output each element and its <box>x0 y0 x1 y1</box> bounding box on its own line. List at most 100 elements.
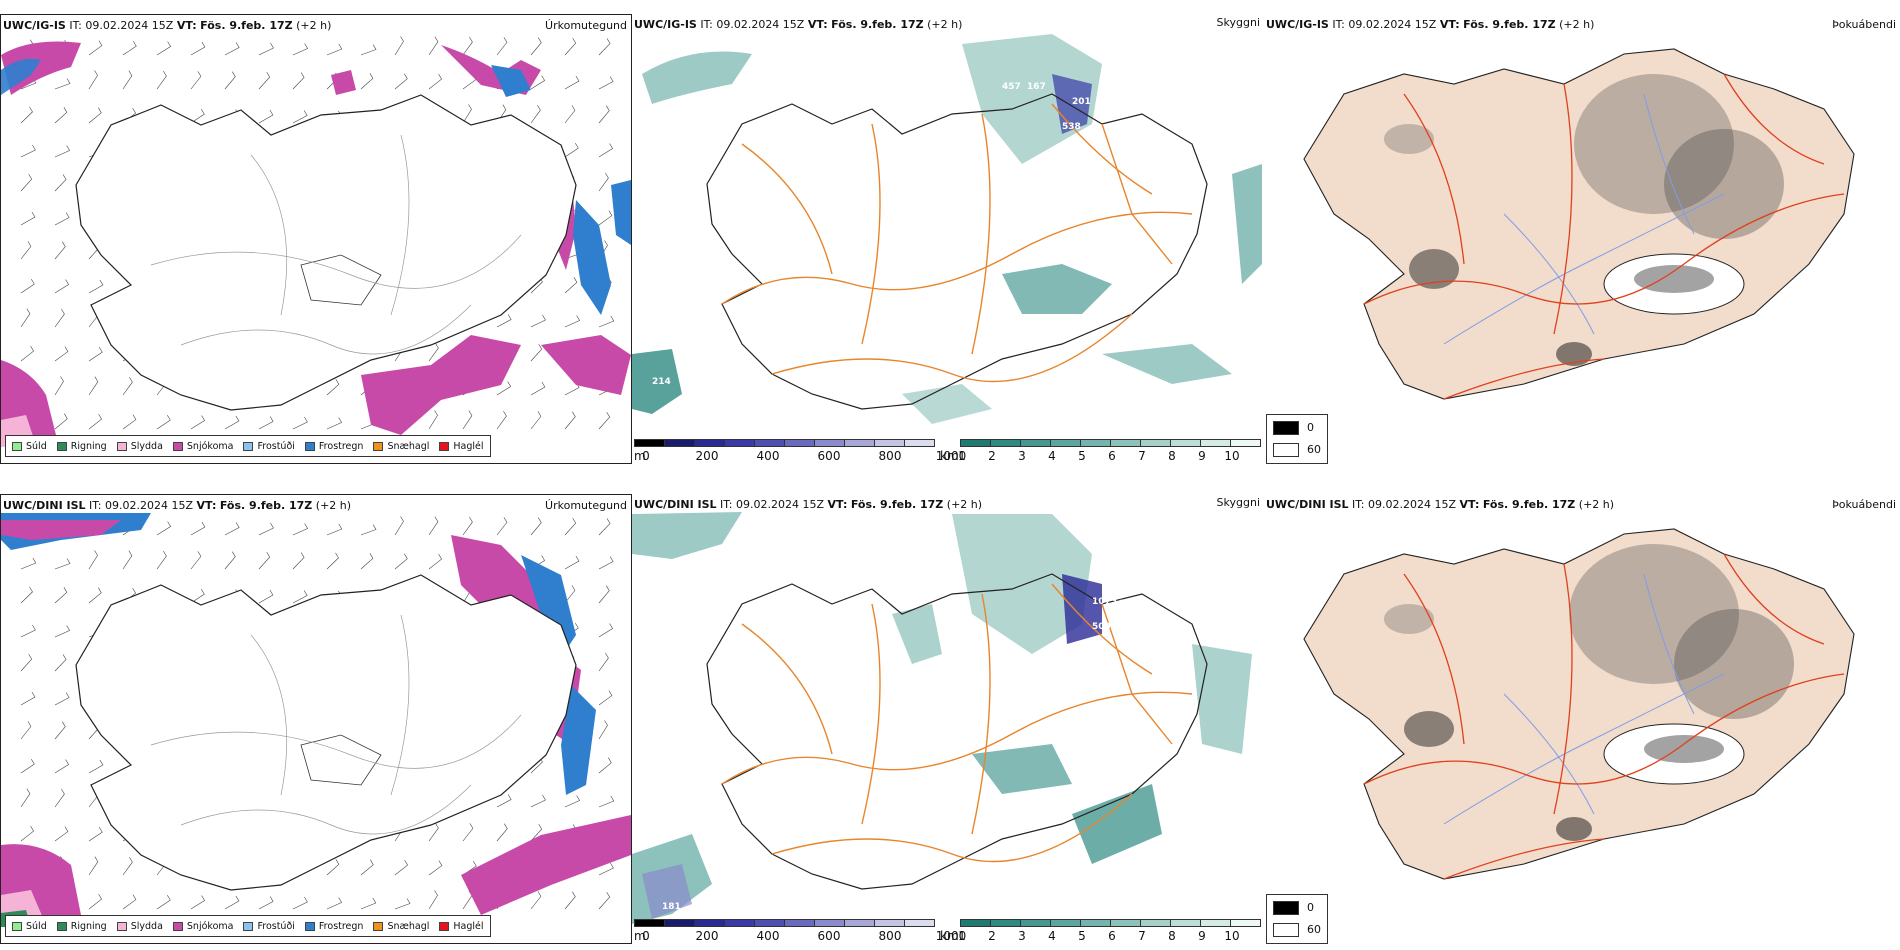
wind-barb <box>190 588 205 604</box>
wind-barb <box>598 411 611 430</box>
wind-barb <box>88 107 102 124</box>
colorbar-tick-label: 0 <box>642 929 650 943</box>
wind-barb <box>360 44 377 56</box>
wind-barb <box>598 105 610 124</box>
wind-barb <box>292 552 305 570</box>
wind-barb <box>564 891 576 910</box>
legend-item: Haglél <box>439 920 484 932</box>
wind-barb <box>20 144 36 158</box>
fog-legend: 0 60 <box>1266 894 1328 944</box>
iceland-land <box>1303 528 1855 880</box>
visibility-value-label: 107 <box>1092 597 1111 607</box>
legend-label: Haglél <box>453 920 484 932</box>
wind-barb <box>564 795 581 808</box>
colorbar-tick-label: 8 <box>1168 929 1176 943</box>
visibility-value-label: 457 <box>1002 82 1021 92</box>
wind-barb <box>20 825 34 842</box>
wind-barb <box>530 823 543 842</box>
wind-barb <box>496 314 512 328</box>
wind-barb <box>428 73 442 90</box>
wind-barb <box>292 72 305 90</box>
wind-barb <box>326 43 343 56</box>
wind-barb <box>224 522 240 536</box>
wind-barb <box>54 654 67 672</box>
colorbar-tick-label: 7 <box>1138 449 1146 463</box>
wind-barb <box>20 106 33 124</box>
legend-swatch <box>172 921 183 931</box>
wind-barb <box>190 71 202 90</box>
wind-barb <box>88 346 103 362</box>
precip-type-legend: Súld Rigning Slydda Snjókoma Frostúði Frostre… <box>5 915 491 937</box>
colorbar-segment <box>634 919 665 927</box>
colorbar-segment <box>1080 439 1111 447</box>
colorbar-tick-label: 600 <box>817 929 841 943</box>
wind-barb <box>190 895 206 910</box>
wind-barb <box>190 415 206 430</box>
fog-panel-row1: UWC/IG-IS IT: 09.02.2024 15Z VT: Fös. 9.… <box>1264 14 1900 464</box>
wind-barb <box>394 898 411 910</box>
wind-barb <box>530 794 546 808</box>
wind-barb <box>20 557 37 570</box>
wind-barb <box>564 142 579 158</box>
panel-header: UWC/DINI ISL IT: 09.02.2024 15Z VT: Fös.… <box>3 499 352 512</box>
legend-swatch <box>172 441 183 451</box>
wind-barb <box>360 73 374 90</box>
visibility-panel-row1: UWC/IG-IS IT: 09.02.2024 15Z VT: Fös. 9.… <box>632 14 1264 464</box>
wind-barb <box>598 315 615 328</box>
wind-barb <box>190 551 202 570</box>
fog-legend-label-0: 0 <box>1307 901 1314 914</box>
wind-barb <box>496 823 508 842</box>
visibility-value-label: 214 <box>652 377 671 387</box>
colorbar-segment <box>990 919 1021 927</box>
wind-barb <box>54 346 69 362</box>
wind-barb <box>20 211 36 226</box>
wind-barb <box>258 896 274 910</box>
wind-barb <box>360 524 377 536</box>
colorbar-tick-label: 4 <box>1048 449 1056 463</box>
wind-barb <box>122 70 133 90</box>
wind-barb <box>564 277 578 294</box>
wind-barb <box>88 413 102 430</box>
precip-map <box>1 36 631 447</box>
wind-barb <box>88 587 102 604</box>
colorbar-segment <box>724 919 755 927</box>
precip-type-legend: Súld Rigning Slydda Snjókoma Frostúði Frostre… <box>5 435 491 457</box>
wind-barb <box>156 521 172 536</box>
colorbar-segment <box>694 439 725 447</box>
wind-barb <box>564 517 577 536</box>
visibility-title: Skyggni <box>1216 16 1260 29</box>
wind-barb <box>530 314 546 328</box>
wind-barb <box>20 788 31 808</box>
legend-swatch <box>12 921 22 931</box>
colorbar-segment <box>874 919 905 927</box>
wind-barb <box>88 856 99 876</box>
wind-barb <box>530 75 546 90</box>
wind-barb <box>292 43 309 56</box>
wind-barb <box>598 891 611 910</box>
wind-barb <box>190 108 205 124</box>
wind-barb <box>20 308 31 328</box>
wind-barb <box>360 897 377 910</box>
legend-swatch <box>304 441 315 451</box>
colorbar-segment <box>844 919 875 927</box>
legend-label: Snæhagl <box>387 920 430 932</box>
wind-barb <box>54 78 71 90</box>
legend-swatch <box>439 921 450 931</box>
wind-barb <box>54 174 67 192</box>
colorbar-tick-label: 9 <box>1198 449 1206 463</box>
fog-shading <box>1384 544 1794 841</box>
fog-roads <box>1363 553 1845 880</box>
wind-barb <box>292 590 308 604</box>
legend-swatch <box>116 441 127 451</box>
visibility-value-label: 167 <box>1027 82 1046 92</box>
colorbar-tick-label: 200 <box>695 449 719 463</box>
colorbar-tick-label: 1000 <box>935 929 967 943</box>
legend-item: Slydda <box>116 441 163 452</box>
colorbar-tick-label: 2 <box>988 449 996 463</box>
wind-barb <box>394 36 404 56</box>
wind-barb <box>122 856 133 876</box>
wind-barb <box>428 860 443 876</box>
colorbar-segment <box>844 439 875 447</box>
legend-label: Haglél <box>453 440 484 452</box>
iceland-outline <box>75 94 577 411</box>
